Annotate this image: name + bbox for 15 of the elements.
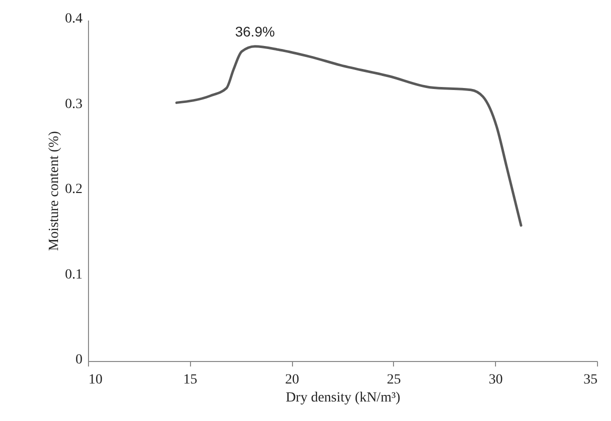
y-tick-label: 0.2 [65,182,82,197]
y-tick-label: 0.3 [65,96,82,112]
y-axis-title: Moisture content (%) [47,130,62,251]
x-tick-label: 15 [183,372,198,388]
x-tick-label: 35 [584,372,598,388]
annotation: 36.9% [235,23,275,40]
y-tick-label: 0 [76,352,82,368]
x-axis-title: Dry density (kN/m³) [286,390,401,406]
y-tick-label: 0.1 [65,267,82,282]
x-tick-label: 20 [285,372,300,388]
line-series [175,45,522,227]
x-tick-label: 10 [88,372,102,388]
y-tick-label: 0.4 [65,12,82,26]
x-tick-label: 25 [386,372,401,388]
x-tick-label: 30 [488,372,503,388]
